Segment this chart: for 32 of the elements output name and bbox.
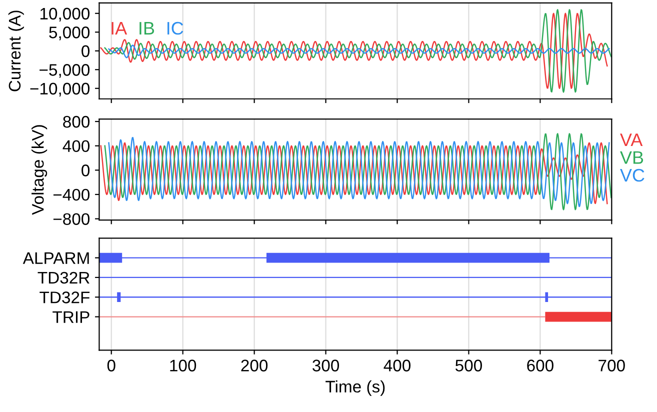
x-tick-label: 0 [107,360,116,372]
y-tick-label: −800 [53,213,90,225]
bar [545,312,612,322]
x-tick-label: 500 [455,360,482,372]
y-tick-label: −400 [53,188,90,201]
series-label: IC [167,22,184,35]
series-label: IA [112,22,128,34]
y-tick-label: 0 [82,45,90,58]
x-tick-label: 700 [598,360,625,372]
x-tick-label: 200 [241,360,268,372]
y-tick-label: TD32R [38,272,90,284]
series-label: VA [620,134,643,146]
y-tick-label: ALPARM [22,252,89,264]
x-tick-label: 100 [170,360,196,372]
y-tick-label: TD32F [40,292,90,304]
y-tick-label: −10,000 [30,82,90,97]
x-tick-label: 400 [384,360,410,372]
series-label: VB [620,151,644,164]
y-axis-title: Current (A) [8,10,24,92]
y-tick-label: 10,000 [40,8,90,22]
y-tick-label: 5,000 [49,26,90,40]
y-axis-title: Voltage (kV) [32,125,48,215]
y-tick-label: 800 [63,116,90,128]
series-label: IB [140,22,154,34]
x-tick-label: 600 [527,360,554,372]
y-tick-label: TRIP [52,311,90,323]
y-tick-label: −5,000 [40,64,90,78]
x-axis-title: Time (s) [326,380,385,396]
x-tick-label: 300 [312,360,340,372]
series-label: VC [620,168,644,182]
y-tick-label: 400 [62,140,90,152]
y-tick-label: 0 [82,164,90,176]
